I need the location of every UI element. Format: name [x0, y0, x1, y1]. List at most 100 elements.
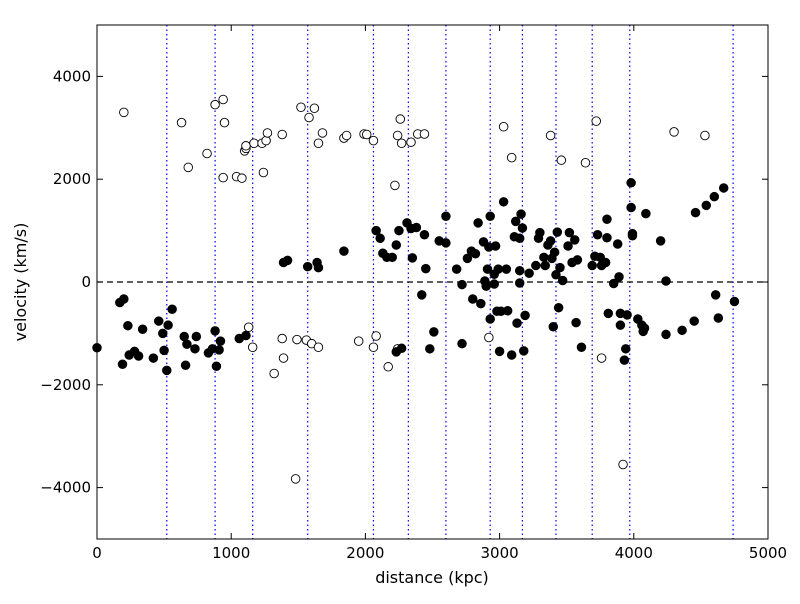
data-point-open — [498, 122, 509, 132]
data-point-filled — [551, 270, 561, 280]
data-point-open — [277, 333, 287, 344]
x-tick-label: 1000 — [212, 544, 250, 562]
data-point-filled — [639, 323, 650, 334]
data-point-filled — [612, 239, 623, 249]
data-point-filled — [655, 236, 666, 246]
data-point-filled — [519, 346, 529, 356]
data-point-open — [700, 130, 710, 141]
data-point-filled — [729, 296, 740, 307]
data-point-filled — [493, 264, 504, 274]
y-tick-label: 2000 — [53, 170, 91, 188]
data-point-filled — [502, 306, 513, 316]
data-point-filled — [339, 246, 349, 256]
data-point-open — [269, 368, 279, 379]
data-point-filled — [548, 321, 559, 332]
data-point-filled — [117, 359, 128, 369]
data-point-open — [383, 362, 393, 372]
data-point-filled — [498, 197, 509, 207]
data-point-filled — [602, 214, 612, 225]
data-point-open — [580, 158, 591, 168]
y-axis-label: velocity (km/s) — [11, 223, 30, 342]
data-point-open — [353, 336, 364, 346]
data-point-filled — [626, 178, 636, 188]
data-point-filled — [396, 343, 407, 354]
x-tick-label: 2000 — [346, 544, 384, 562]
data-point-filled — [576, 342, 587, 353]
data-point-filled — [506, 350, 517, 360]
data-point-filled — [441, 238, 451, 248]
data-point-filled — [570, 235, 580, 245]
data-point-filled — [627, 228, 638, 239]
data-point-filled — [540, 260, 550, 271]
x-tick-label: 0 — [92, 544, 102, 562]
data-point-open — [296, 102, 306, 112]
data-point-filled — [457, 279, 467, 290]
data-point-open — [183, 162, 194, 173]
data-point-filled — [313, 262, 324, 273]
data-point-filled — [608, 278, 619, 289]
data-point-filled — [514, 265, 525, 276]
data-point-filled — [494, 346, 505, 357]
data-point-open — [313, 138, 324, 148]
data-point-filled — [603, 308, 614, 319]
data-point-filled — [419, 229, 430, 240]
data-point-filled — [626, 202, 636, 213]
data-point-open — [290, 474, 301, 484]
data-point-filled — [394, 225, 404, 236]
data-point-filled — [555, 262, 565, 273]
data-point-filled — [713, 313, 724, 323]
data-point-filled — [391, 240, 402, 250]
data-point-filled — [539, 252, 549, 263]
data-point-filled — [718, 183, 729, 193]
data-point-filled — [123, 320, 133, 331]
data-point-filled — [602, 233, 612, 243]
data-point-open — [591, 116, 601, 126]
data-point-open — [243, 322, 254, 332]
data-point-filled — [191, 331, 202, 342]
data-point-open — [392, 130, 403, 141]
data-point-filled — [451, 264, 462, 274]
data-point-filled — [552, 227, 563, 237]
x-tick-label: 3000 — [481, 544, 519, 562]
data-point-filled — [490, 241, 501, 251]
data-point-open — [371, 331, 381, 341]
data-point-filled — [549, 247, 560, 257]
x-tick-label: 5000 — [749, 544, 787, 562]
data-point-filled — [425, 344, 435, 354]
data-point-filled — [615, 320, 626, 330]
data-point-filled — [241, 330, 251, 341]
data-point-open — [309, 103, 320, 114]
data-point-open — [419, 129, 430, 139]
data-point-open — [219, 117, 230, 128]
data-point-filled — [158, 328, 168, 339]
data-point-filled — [462, 253, 473, 264]
data-point-filled — [619, 355, 630, 365]
data-point-filled — [689, 316, 699, 326]
y-tick-label: 0 — [81, 273, 91, 291]
data-point-filled — [421, 263, 431, 274]
data-point-filled — [167, 304, 177, 314]
data-point-filled — [701, 200, 712, 211]
data-point-filled — [524, 268, 534, 279]
data-point-filled — [520, 310, 530, 321]
data-point-filled — [215, 336, 226, 346]
data-point-filled — [482, 264, 493, 274]
data-point-filled — [614, 272, 624, 282]
data-point-filled — [153, 316, 164, 326]
data-point-filled — [190, 344, 200, 354]
data-point-open — [396, 138, 407, 148]
x-axis-label: distance (kpc) — [375, 568, 489, 587]
x-tick-label: 4000 — [615, 544, 653, 562]
data-point-filled — [641, 208, 651, 219]
data-point-open — [176, 117, 187, 128]
data-point-filled — [485, 211, 495, 221]
data-point-open — [317, 128, 328, 138]
data-point-open — [506, 152, 517, 163]
data-point-filled — [387, 252, 397, 263]
data-point-filled — [620, 344, 631, 354]
data-point-open — [395, 114, 406, 124]
data-point-filled — [476, 298, 486, 309]
data-point-filled — [411, 222, 422, 233]
data-point-filled — [485, 314, 495, 324]
